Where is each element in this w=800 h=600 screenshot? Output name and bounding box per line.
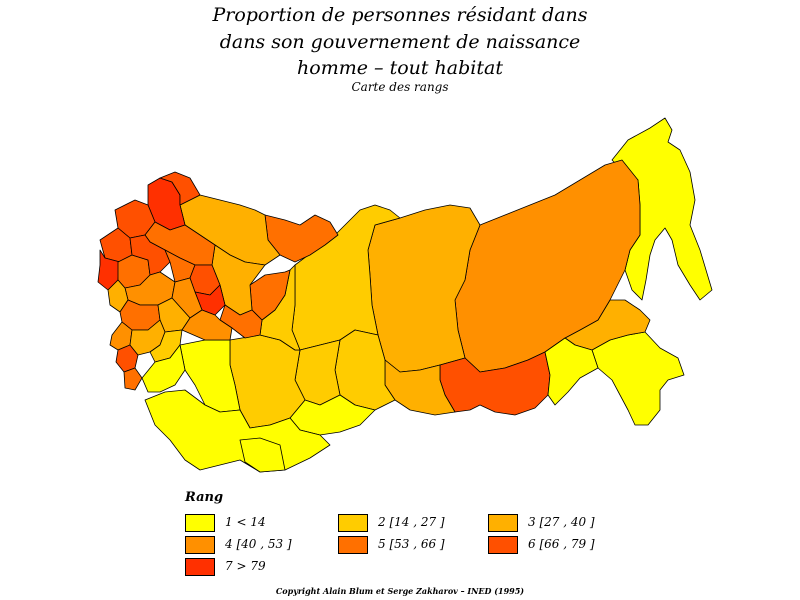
region-orenburg: [181, 309, 233, 341]
map-subtitle: Carte des rangs: [351, 80, 449, 94]
legend-label: 4 [40 , 53 ]: [225, 537, 292, 551]
legend-label: 7 > 79: [225, 559, 266, 573]
legend-label: 5 [53 , 66 ]: [378, 537, 445, 551]
legend-swatch: [185, 558, 215, 576]
legend-label: 1 < 14: [225, 515, 266, 529]
region-tajik: [239, 437, 286, 473]
copyright-notice: Copyright Alain Blum et Serge Zakharov –…: [275, 586, 525, 596]
legend-swatch: [338, 536, 368, 554]
legend-title: Rang: [185, 490, 224, 505]
legend-swatch: [185, 536, 215, 554]
region-caucasus-3: [123, 367, 143, 391]
map-title-line-1: Proportion de personnes résidant dans: [212, 4, 588, 26]
region-caspian-coast: [141, 344, 186, 393]
legend-label: 2 [14 , 27 ]: [378, 515, 445, 529]
legend-swatch: [185, 514, 215, 532]
choropleth-map: [97, 117, 713, 473]
region-chita: [544, 337, 599, 406]
map-title-line-2: dans son gouvernement de naissance: [219, 31, 581, 53]
legend-label: 6 [66 , 79 ]: [528, 537, 595, 551]
legend-swatch: [338, 514, 368, 532]
region-central-asia: [144, 389, 331, 473]
region-primorye: [591, 331, 685, 426]
map-title-line-3: homme – tout habitat: [297, 57, 503, 79]
legend-label: 3 [27 , 40 ]: [528, 515, 595, 529]
legend-swatch: [488, 536, 518, 554]
region-murmansk: [159, 171, 201, 206]
legend-swatch: [488, 514, 518, 532]
